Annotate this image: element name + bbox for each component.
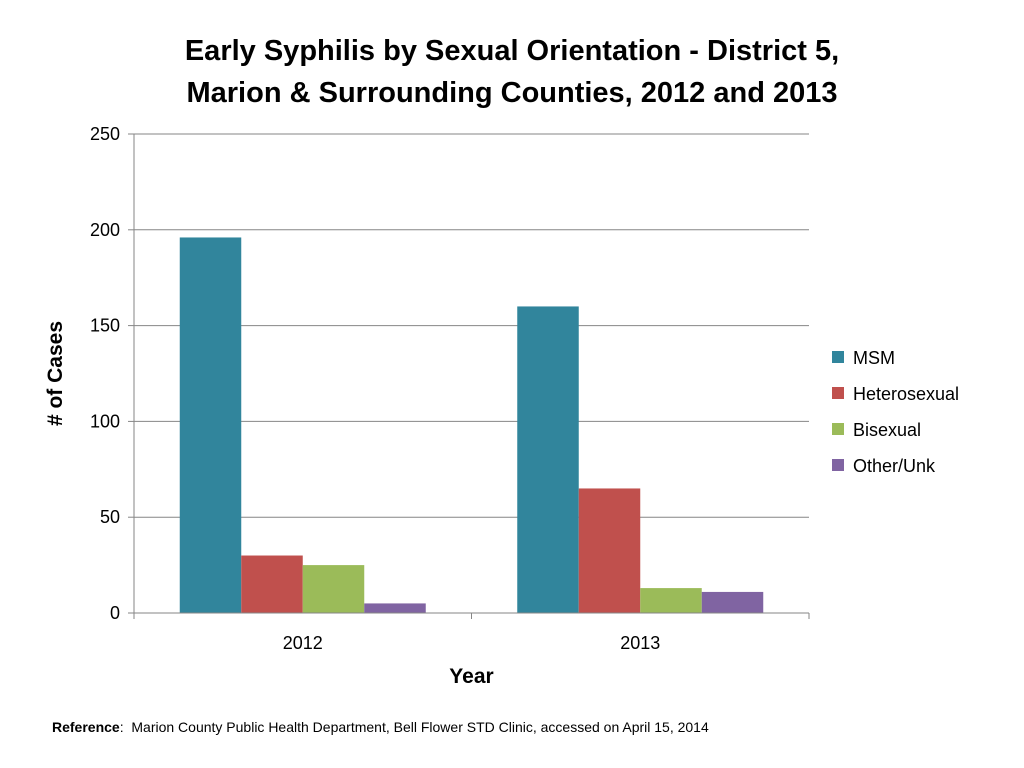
bar-other-unk-2012 — [364, 603, 426, 613]
bar-msm-2013 — [517, 306, 579, 613]
bar-bisexual-2012 — [302, 565, 365, 613]
y-tick-label: 50 — [100, 507, 120, 527]
y-tick-label: 250 — [90, 124, 120, 144]
bar-other-unk-2013 — [701, 591, 764, 613]
legend-label-other-unk: Other/Unk — [853, 456, 936, 476]
y-tick-label: 200 — [90, 220, 120, 240]
x-tick-label: 2013 — [620, 633, 660, 653]
bar-heterosexual-2012 — [241, 555, 303, 613]
legend-swatch-heterosexual — [832, 387, 844, 399]
y-tick-label: 0 — [110, 603, 120, 623]
bar-heterosexual-2013 — [578, 488, 641, 613]
reference-label: Reference — [52, 719, 120, 735]
legend-label-msm: MSM — [853, 348, 895, 368]
reference-text: Marion County Public Health Department, … — [131, 719, 709, 735]
legend-label-bisexual: Bisexual — [853, 420, 921, 440]
chart-title-line-2: Marion & Surrounding Counties, 2012 and … — [186, 77, 838, 109]
y-axis-title: # of Cases — [44, 321, 67, 426]
chart-title-line-1: Early Syphilis by Sexual Orientation - D… — [184, 35, 840, 67]
legend-label-heterosexual: Heterosexual — [853, 384, 959, 404]
y-tick-label: 100 — [90, 411, 120, 431]
x-tick-label: 2012 — [283, 633, 323, 653]
reference-note: Reference: Marion County Public Health D… — [52, 719, 709, 735]
legend-swatch-bisexual — [832, 423, 844, 435]
bar-msm-2012 — [179, 237, 242, 614]
bar-bisexual-2013 — [640, 588, 702, 613]
legend-swatch-msm — [832, 351, 844, 363]
legend-swatch-other-unk — [832, 459, 844, 471]
y-tick-label: 150 — [90, 316, 120, 336]
reference-separator: : — [119, 719, 124, 735]
chart-title: Early Syphilis by Sexual Orientation - D… — [0, 30, 1024, 114]
x-axis-title: Year — [449, 665, 493, 688]
